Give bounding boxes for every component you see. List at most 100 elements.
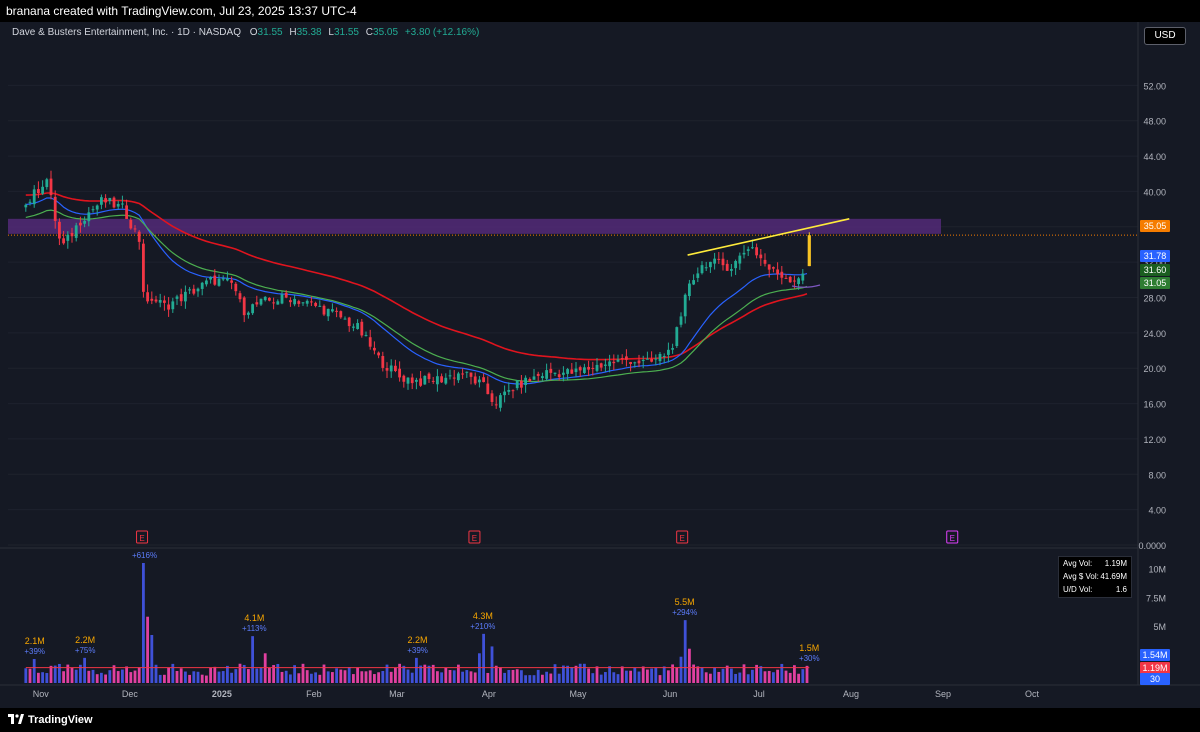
chart-area[interactable]: 52.0048.0044.0040.0036.0032.0028.0024.00… [0,22,1200,708]
resistance-zone [8,218,941,234]
volume-bar [650,668,654,683]
volume-bar [688,648,691,683]
candle-body [188,289,192,291]
volume-bar [452,670,456,683]
tradingview-logo-icon [8,714,24,724]
volume-axis-badge-text: 1.54M [1142,650,1167,660]
earnings-marker-label: E [139,534,144,543]
candle-body [788,276,792,283]
volume-bar [536,669,540,683]
candle-body [801,273,805,281]
candle-body [230,280,234,283]
volume-bar [557,673,561,683]
volume-bar [793,665,796,683]
candle-body [322,305,326,315]
volume-bar [797,673,801,683]
volume-bar [272,665,276,683]
volume-bar [49,665,53,683]
x-tick-label: Nov [33,689,50,699]
volume-bar [133,670,137,683]
candle-body [263,296,267,301]
high-label: H [289,27,297,38]
candle-body [41,186,45,194]
volume-bar [188,674,192,683]
volume-bar [394,667,397,683]
volume-bar [503,672,507,683]
candle-body [37,189,40,194]
volume-bar [314,672,318,683]
candle-body [562,372,565,375]
candle-body [658,353,662,362]
ema-line-0 [25,192,808,361]
volume-bar [755,664,759,683]
candle-body [377,352,381,356]
candle-body [755,247,759,256]
candle-body [717,258,721,260]
volume-bar [604,672,607,683]
x-tick-label: May [569,689,587,699]
volume-bar [587,668,591,683]
tradingview-logo[interactable]: TradingView [8,714,93,726]
volume-bar [717,671,721,683]
candle-body [318,305,322,307]
candle-body [793,280,796,282]
x-tick-label: Feb [306,689,322,699]
volume-annotation-pct: +294% [672,608,697,617]
volume-bar [499,667,502,683]
volume-bar [91,669,95,683]
volume-axis-badge-text: 1.19M [1142,663,1167,673]
y-tick-label: 48.00 [1143,117,1166,127]
volume-bar [549,673,553,683]
volume-bar [562,665,565,683]
volume-bar [247,669,250,683]
volume-bar [66,664,70,683]
candle-body [725,263,729,271]
base-arc [791,284,821,288]
volume-bar [326,671,330,683]
candle-body [574,368,578,373]
volume-bar [583,663,586,683]
volume-annotation-value: 2.1M [25,636,45,646]
volume-bar [541,674,544,683]
candle-body [310,301,313,303]
candle-body [528,378,532,382]
volume-bar [763,671,767,683]
volume-bar [511,669,515,683]
candle-body [679,316,683,325]
volume-bar [381,670,385,683]
volume-bar [805,665,809,683]
candle-body [675,327,679,347]
volume-bar [738,672,742,683]
volume-bar [293,665,297,683]
candle-body [494,404,498,406]
volume-bar [679,656,683,683]
avg-dollar-vol-label: Avg $ Vol: [1063,572,1099,581]
volume-bar [578,663,582,683]
volume-bar [784,670,788,683]
volume-bar [410,672,414,683]
candle-body [205,280,208,285]
candle-body [557,374,561,378]
volume-bar [150,635,154,683]
volume-bar [524,675,528,683]
volume-bar [591,673,595,683]
candle-body [343,318,347,320]
volume-annotation-pct: +113% [242,624,267,633]
volume-bar [129,672,133,683]
volume-bar [356,667,360,683]
candle-body [688,283,691,297]
currency-button[interactable]: USD [1144,27,1186,45]
candle-body [196,288,200,292]
attribution-text: branana created with TradingView.com, Ju… [6,4,357,18]
y-tick-label: 20.00 [1143,364,1166,374]
volume-annotation-value: 2.2M [75,635,95,645]
candle-body [511,390,515,392]
candle-body [730,269,733,271]
y-tick-label: 8.00 [1148,470,1166,480]
ema-line-2 [25,209,808,383]
candle-body [49,178,53,196]
candle-body [70,232,74,237]
price-chart-svg[interactable]: 52.0048.0044.0040.0036.0032.0028.0024.00… [0,22,1200,708]
volume-bar [74,669,78,683]
volume-bar [62,671,66,683]
